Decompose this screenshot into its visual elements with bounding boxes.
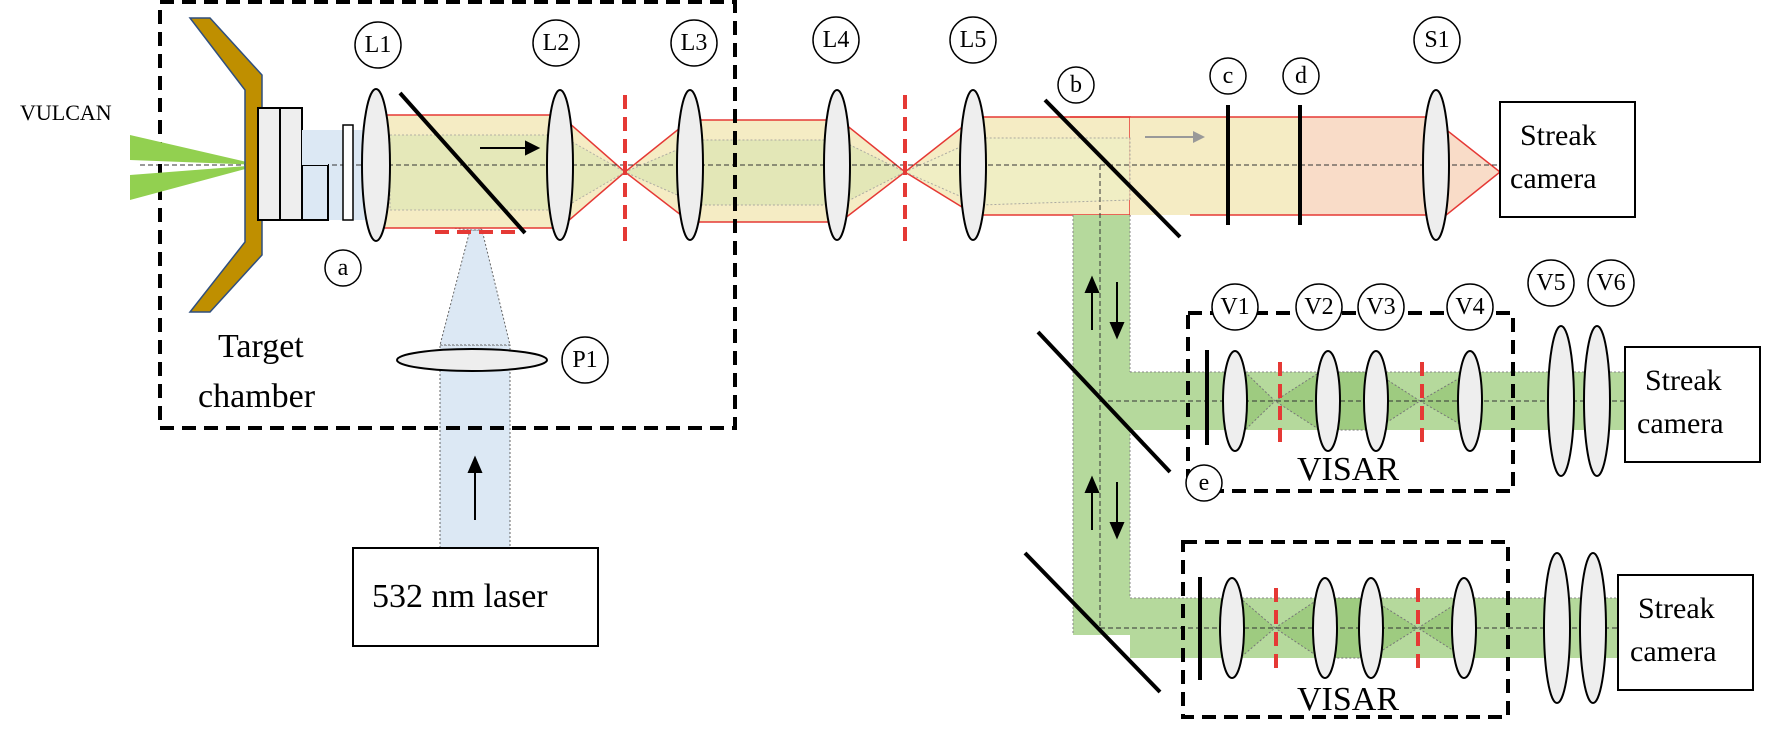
circle-V5-label: V5 (1536, 270, 1565, 296)
circle-L5-label: L5 (960, 27, 987, 53)
circle-c (1209, 57, 1247, 95)
streak-camera-top-line1: Streak (1520, 119, 1597, 152)
lens-L4 (823, 89, 851, 241)
lens-bottom-4 (1451, 577, 1477, 679)
visar-beam-vertical (1073, 215, 1130, 635)
laser-box (352, 547, 599, 647)
circle-V5 (1527, 259, 1575, 307)
circle-L1-label: L1 (365, 32, 392, 58)
target-block-top (302, 130, 328, 165)
circle-V3-label: V3 (1366, 294, 1395, 320)
circle-b-label: b (1070, 72, 1082, 98)
streak-camera-mid-line1: Streak (1645, 364, 1722, 397)
circle-e (1185, 464, 1223, 502)
streak-camera-bottom-line1: Streak (1638, 592, 1715, 625)
window-a (342, 124, 354, 221)
lens-L3 (676, 89, 704, 241)
mirror-bottom (1023, 551, 1162, 694)
circle-S1 (1413, 16, 1461, 64)
circle-P1 (561, 336, 609, 384)
lens-V5 (1547, 325, 1575, 477)
circle-V2-label: V2 (1304, 294, 1333, 320)
main-beam-d-S1 (1300, 117, 1430, 215)
circle-e-label: e (1199, 470, 1210, 496)
vulcan-label: VULCAN (20, 100, 112, 125)
lens-V1 (1222, 350, 1248, 452)
lens-P1 (396, 348, 548, 372)
circle-L3-label: L3 (681, 30, 708, 56)
lens-V6 (1583, 325, 1611, 477)
circle-a-label: a (338, 255, 349, 281)
vulcan-beam-lower (130, 165, 260, 200)
target-block-1 (257, 107, 281, 221)
streak-camera-bottom-line2: camera (1630, 635, 1717, 668)
lens-S1 (1422, 89, 1450, 241)
circle-a (324, 249, 362, 287)
circle-V4 (1446, 283, 1494, 331)
probe-beam-cone (439, 229, 511, 346)
circle-V1-label: V1 (1220, 294, 1249, 320)
circle-V6-label: V6 (1596, 270, 1625, 296)
lens-V2 (1315, 350, 1341, 452)
circle-L1 (354, 21, 402, 69)
lens-V3 (1363, 350, 1389, 452)
circle-L2 (532, 19, 580, 67)
lens-L5 (959, 89, 987, 241)
vulcan-beam-upper (130, 135, 260, 165)
streak-camera-mid (1624, 346, 1761, 463)
lens-bottom-6 (1579, 552, 1607, 704)
beamsplitter-chamber (398, 91, 527, 235)
target-chamber-label-line1: Target (218, 328, 304, 365)
circle-V6 (1587, 259, 1635, 307)
streak-camera-top-line2: camera (1510, 162, 1597, 195)
lens-bottom-5 (1543, 552, 1571, 704)
circle-P1-label: P1 (572, 347, 597, 373)
circle-L3 (670, 19, 718, 67)
visar-bottom-label: VISAR (1297, 681, 1399, 718)
streak-camera-mid-line2: camera (1637, 407, 1724, 440)
lens-V4 (1457, 350, 1483, 452)
visar-top-label: VISAR (1297, 451, 1399, 488)
lens-L1 (361, 88, 391, 242)
lens-bottom-3 (1358, 577, 1384, 679)
target-block-2 (279, 107, 303, 221)
visar-bottom-cone-1 (1239, 596, 1276, 660)
target-shield (188, 17, 263, 313)
circle-V3 (1357, 283, 1405, 331)
lens-bottom-2 (1312, 577, 1338, 679)
target-chamber-box (158, 0, 737, 430)
circle-L4-label: L4 (823, 27, 850, 53)
target-chamber-label-line2: chamber (198, 378, 316, 415)
circle-d-label: d (1295, 63, 1307, 89)
circle-L2-label: L2 (543, 30, 570, 56)
circle-L4 (812, 16, 860, 64)
lens-bottom-1 (1219, 577, 1245, 679)
circle-L5 (949, 16, 997, 64)
lens-L2 (546, 89, 574, 241)
circle-V1 (1211, 283, 1259, 331)
laser-label: 532 nm laser (372, 578, 548, 615)
visar-bottom-box (1181, 540, 1510, 719)
circle-V2 (1295, 283, 1343, 331)
circle-b (1057, 66, 1095, 104)
streak-camera-bottom (1617, 574, 1754, 691)
streak-camera-top (1499, 101, 1636, 218)
circle-V4-label: V4 (1455, 294, 1484, 320)
mirror-b (1043, 98, 1182, 239)
target-block-3 (301, 164, 329, 221)
circle-c-label: c (1223, 63, 1234, 89)
circle-d (1282, 57, 1320, 95)
mirror-e (1036, 330, 1172, 474)
visar-top-box (1186, 311, 1515, 493)
circle-S1-label: S1 (1424, 27, 1449, 53)
